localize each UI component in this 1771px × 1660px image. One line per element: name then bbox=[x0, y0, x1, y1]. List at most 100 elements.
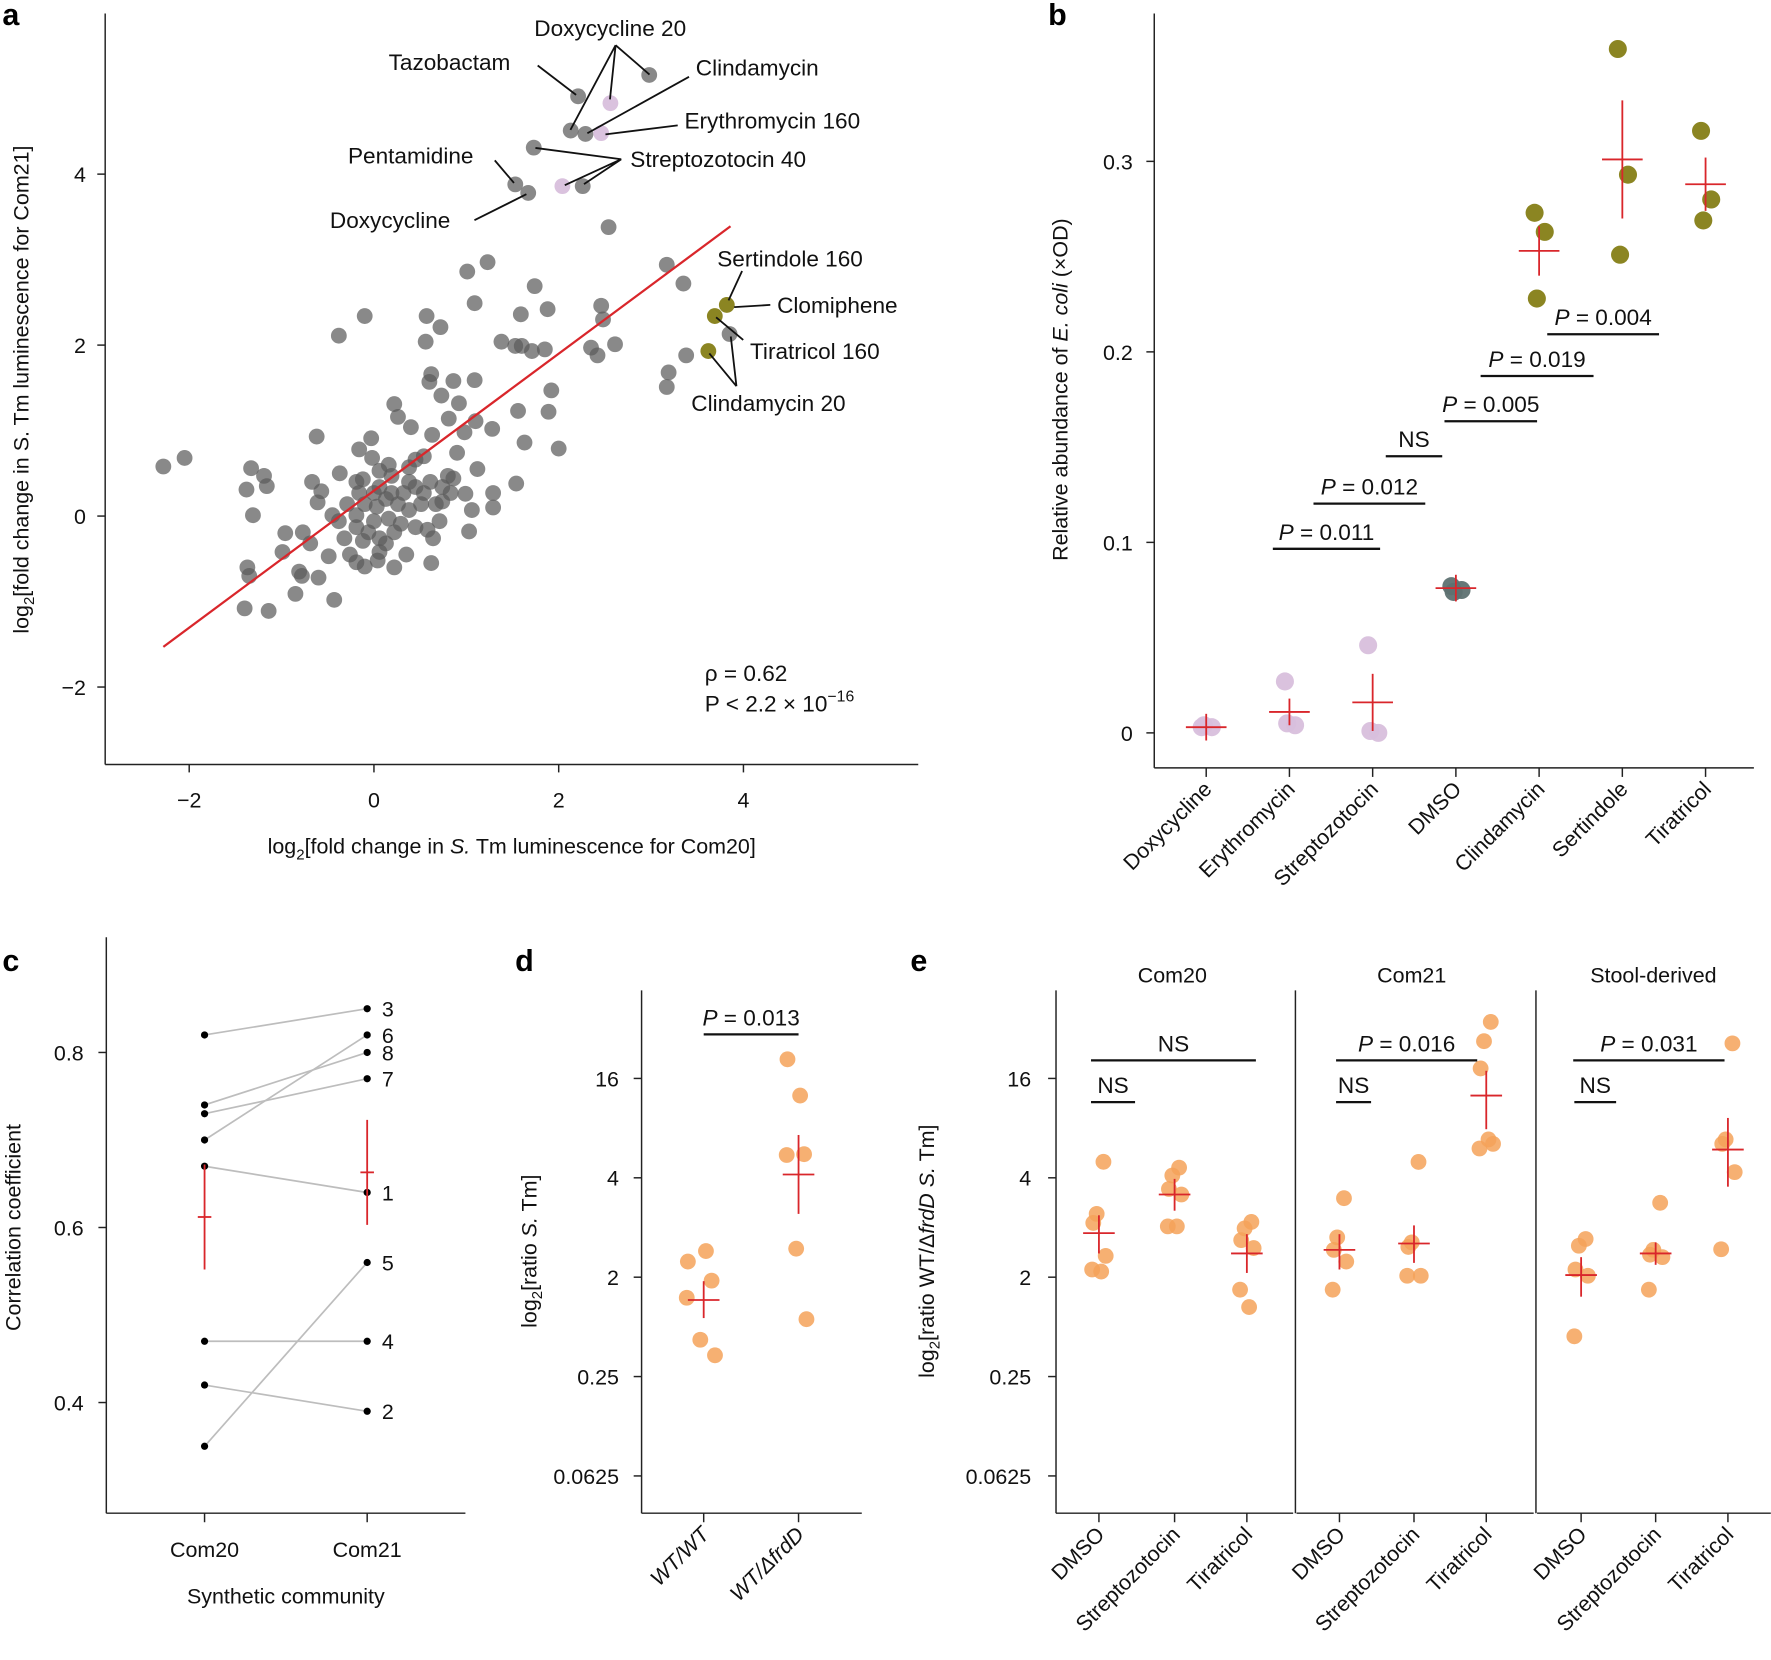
a-point-gray bbox=[238, 481, 255, 498]
a-point-gray bbox=[508, 475, 525, 492]
annotation-label: Tazobactam bbox=[389, 50, 511, 75]
e-point bbox=[1570, 1237, 1587, 1254]
d-y-axis-label: log2[ratio S. Tm] bbox=[518, 1175, 547, 1328]
a-point-gray bbox=[433, 387, 450, 404]
a-point-gray bbox=[721, 326, 738, 342]
c-pair-label: 7 bbox=[382, 1068, 394, 1092]
d-point bbox=[692, 1331, 709, 1348]
e-point bbox=[1245, 1240, 1262, 1256]
a-point-gray bbox=[469, 461, 486, 477]
c-point bbox=[200, 1110, 209, 1118]
d-mean-cross bbox=[782, 1134, 815, 1214]
b-mean-cross bbox=[1685, 157, 1726, 211]
d-x-tick-label: WT/WT bbox=[646, 1521, 716, 1591]
c-pair-label: 3 bbox=[382, 998, 394, 1022]
e-y-tick-label: 0.0625 bbox=[966, 1465, 1032, 1489]
a-point-gray bbox=[386, 396, 403, 412]
a-point-gray bbox=[356, 308, 373, 324]
a-point-gray bbox=[493, 333, 510, 350]
a-point-gray bbox=[398, 546, 415, 563]
c-y-tick-label: 0.6 bbox=[54, 1216, 84, 1240]
a-point-pink bbox=[593, 125, 610, 142]
d-point bbox=[678, 1289, 695, 1306]
c-point bbox=[363, 1407, 371, 1415]
b-comparison-label: NS bbox=[1398, 427, 1429, 452]
d-y-tick-label: 2 bbox=[607, 1266, 619, 1290]
c-point bbox=[363, 1258, 371, 1267]
a-point-gray bbox=[526, 278, 543, 295]
a-point-gray bbox=[331, 465, 348, 482]
e-facet-title: Com20 bbox=[1138, 963, 1207, 987]
a-point-gray bbox=[258, 478, 275, 495]
a-point-gray bbox=[293, 568, 310, 584]
c-y-tick-label: 0.8 bbox=[54, 1041, 84, 1065]
a-point-gray bbox=[407, 519, 424, 536]
a-point-gray bbox=[593, 297, 610, 314]
c-point bbox=[363, 1075, 371, 1083]
b-comparison-label: P = 0.011 bbox=[1279, 520, 1375, 545]
a-point-gray bbox=[678, 347, 695, 364]
d-point bbox=[703, 1272, 720, 1289]
a-x-tick-label: 2 bbox=[553, 788, 565, 812]
a-point-gray bbox=[442, 485, 459, 501]
d-mean-cross bbox=[687, 1281, 720, 1319]
e-x-tick-label: Tiratricol bbox=[1664, 1522, 1739, 1597]
a-point-gray bbox=[423, 555, 440, 571]
e-point bbox=[1338, 1253, 1355, 1270]
annotation-label: Doxycycline 20 bbox=[534, 16, 686, 41]
b-x-tick-label: Tiratricol bbox=[1641, 777, 1716, 852]
a-point-gray bbox=[176, 450, 193, 466]
e-point bbox=[1399, 1267, 1416, 1284]
e-y-axis-label: log2[ratio WT/ΔfrdD S. Tm] bbox=[915, 1125, 944, 1378]
d-x-tick-label: WT/ΔfrdD bbox=[725, 1522, 809, 1606]
a-point-gray bbox=[236, 600, 253, 617]
a-point-gray bbox=[402, 419, 419, 436]
a-point-gray bbox=[364, 450, 381, 466]
a-point-gray bbox=[308, 428, 325, 445]
e-mean-cross bbox=[1565, 1257, 1597, 1297]
a-point-gray bbox=[658, 379, 675, 395]
panel-letter-a: a bbox=[2, 0, 20, 32]
b-point bbox=[1535, 222, 1554, 241]
d-point bbox=[779, 1051, 796, 1068]
e-point bbox=[1233, 1232, 1250, 1249]
chart-layer: −2 0 2 4 −2 0 2 4 log2[fold change in S. Tm lumi… bbox=[1, 13, 1771, 1636]
b-y-tick-label: 0.2 bbox=[1103, 341, 1133, 365]
c-pair-label: 4 bbox=[382, 1330, 394, 1354]
a-point-gray bbox=[366, 513, 382, 530]
a-point-gray bbox=[342, 546, 358, 563]
c-x-tick-label: Com21 bbox=[333, 1538, 402, 1562]
annotation-label: Doxycycline bbox=[330, 208, 450, 233]
a-point-gray bbox=[543, 382, 560, 399]
a-point-gray bbox=[451, 395, 467, 412]
b-y-tick-label: 0 bbox=[1121, 722, 1133, 746]
e-facet-title: Stool-derived bbox=[1590, 963, 1716, 987]
e-facet-title: Com21 bbox=[1377, 963, 1446, 987]
a-point-gray bbox=[336, 530, 353, 547]
a-point-gray bbox=[309, 494, 326, 511]
e-comparison-label: NS bbox=[1158, 1031, 1189, 1056]
a-point-gray bbox=[445, 373, 462, 389]
a-point-olive bbox=[700, 343, 717, 359]
c-point bbox=[200, 1381, 209, 1389]
e-y-tick-label: 4 bbox=[1019, 1167, 1031, 1191]
b-y-tick-label: 0.3 bbox=[1103, 150, 1133, 174]
a-point-gray bbox=[466, 372, 483, 389]
a-point-gray bbox=[449, 444, 465, 461]
annotation-label: Clindamycin 20 bbox=[691, 391, 845, 416]
a-point-gray bbox=[155, 458, 172, 475]
a-point-gray bbox=[380, 510, 397, 527]
c-point bbox=[200, 1442, 209, 1450]
c-pair-label: 1 bbox=[382, 1181, 394, 1205]
e-comparison-label: NS bbox=[1097, 1073, 1128, 1098]
a-point-gray bbox=[516, 434, 533, 451]
e-point bbox=[1164, 1167, 1181, 1184]
c-y-axis-label: Correlation coefficient bbox=[1, 1124, 25, 1331]
c-point bbox=[200, 1136, 209, 1144]
e-point bbox=[1410, 1154, 1427, 1170]
a-point-gray bbox=[440, 410, 457, 427]
b-point bbox=[1611, 245, 1630, 264]
b-point bbox=[1702, 190, 1721, 209]
a-point-gray bbox=[241, 568, 258, 584]
